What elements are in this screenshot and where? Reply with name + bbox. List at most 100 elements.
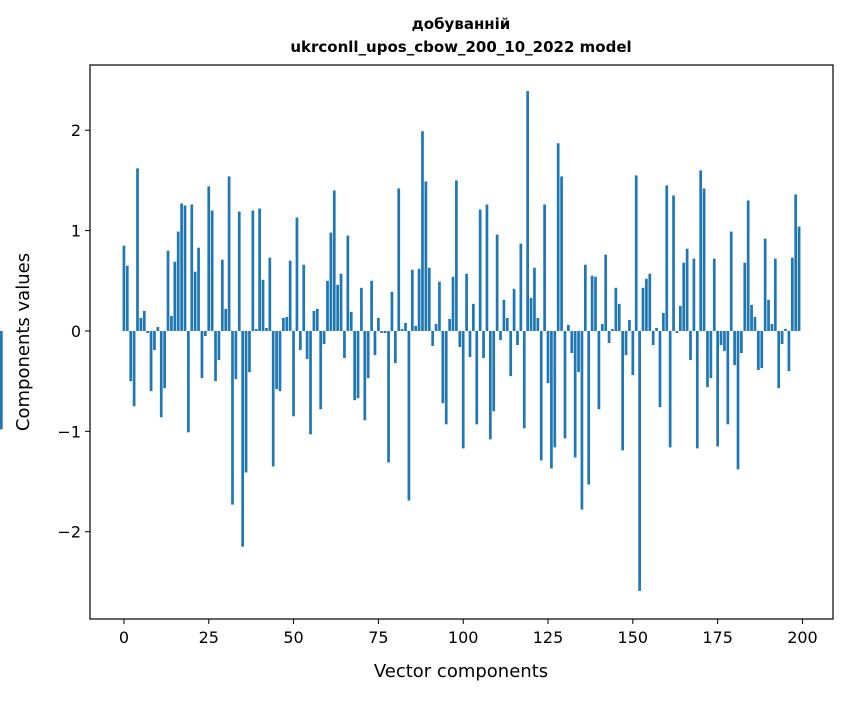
bar-component-193 (777, 330, 781, 389)
bar-component-73 (370, 280, 373, 331)
bar-component-120 (529, 297, 533, 331)
bar-component-41 (261, 279, 265, 331)
bar-component-40 (258, 208, 261, 331)
chart-subtitle: ukrconll_upos_cbow_200_10_2022 model (290, 38, 631, 56)
bar-component-189 (763, 238, 767, 331)
bar-component-158 (658, 330, 662, 408)
bar-component-146 (617, 303, 621, 331)
bar-component-82 (400, 328, 404, 331)
bar-component-92 (434, 323, 438, 331)
bar-component-138 (590, 275, 594, 331)
bar-component-149 (628, 319, 631, 331)
bar-component-89 (424, 181, 428, 331)
bar-component-88 (421, 131, 424, 331)
bar-component-126 (550, 330, 553, 469)
bar-component-104 (475, 330, 479, 425)
bar-component-28 (217, 330, 221, 361)
bar-component-1 (125, 265, 129, 331)
x-axis-label: Vector components (374, 661, 548, 682)
bar-component-121 (533, 267, 536, 331)
y-tick-label: 1 (71, 222, 81, 241)
bar-component-71 (363, 330, 367, 421)
plot-area-frame (89, 64, 834, 620)
bar-component-62 (332, 190, 336, 331)
bar-component-136 (583, 264, 587, 331)
bar-component-122 (536, 317, 540, 331)
bar-component-21 (193, 271, 197, 331)
x-tick-label: 50 (283, 628, 303, 647)
bar-component-145 (614, 287, 618, 331)
bar-component-59 (322, 330, 326, 345)
bar-component-77 (383, 330, 387, 333)
x-tick-label: 75 (368, 628, 388, 647)
bar-component-112 (502, 299, 506, 331)
bar-component-83 (404, 322, 407, 331)
bar-component-0 (122, 245, 126, 331)
bar-component-192 (773, 258, 777, 331)
bar-component-154 (645, 278, 648, 331)
chart-title: добуванній (412, 15, 511, 33)
y-tick-label: 0 (71, 322, 81, 341)
bar-component-65 (343, 330, 346, 359)
bar-component-169 (695, 330, 699, 449)
ticks-group: 0 25 50 75 100 125 150 175 200 −2 −1 0 1 2 (57, 121, 817, 647)
bar-component-23 (200, 330, 204, 379)
bar-component-147 (621, 330, 625, 451)
bar-component-162 (672, 195, 675, 331)
bar-component-198 (794, 194, 798, 331)
bar-component-102 (468, 330, 472, 358)
bar-component-159 (662, 312, 665, 331)
bar-component-127 (553, 330, 557, 448)
bar-component-115 (512, 288, 516, 331)
bar-component-109 (492, 330, 496, 412)
bar-component-5 (139, 317, 143, 331)
bar-component-186 (753, 316, 757, 331)
bar-component-194 (780, 330, 784, 345)
bar-component-116 (516, 330, 519, 346)
bar-component-141 (600, 323, 604, 331)
bar-component-57 (315, 308, 319, 331)
bar-component-90 (427, 267, 431, 331)
bar-component-39 (254, 328, 258, 331)
bar-component-143 (607, 330, 611, 343)
bar-component-74 (373, 330, 377, 356)
bar-component-151 (634, 175, 638, 331)
bar-component-148 (624, 330, 628, 356)
x-tick-label: 0 (119, 628, 129, 647)
bar-component-85 (410, 269, 414, 331)
bar-component-84 (407, 330, 411, 501)
bar-component-177 (723, 330, 726, 352)
bar-component-72 (366, 330, 370, 379)
bar-component-97 (451, 276, 455, 331)
bar-component-190 (767, 299, 770, 331)
bar-component-140 (597, 330, 601, 410)
bar-component-64 (339, 273, 343, 331)
bar-component-196 (787, 330, 791, 372)
bar-component-131 (567, 324, 570, 331)
bar-component-44 (271, 330, 275, 467)
y-tick-label: 2 (71, 121, 81, 140)
x-tick-label: 125 (533, 628, 564, 647)
bar-component-91 (431, 330, 435, 347)
bar-component-51 (295, 217, 299, 331)
bar-component-87 (417, 268, 421, 331)
bar-component-7 (146, 330, 150, 333)
bar-component-19 (187, 330, 190, 433)
bar-component-114 (509, 330, 513, 377)
bar-component-55 (309, 330, 312, 435)
bar-component-182 (740, 330, 743, 354)
bar-component-117 (519, 243, 523, 331)
bar-component-118 (522, 330, 526, 429)
bar-component-106 (482, 330, 485, 359)
bar-component-172 (706, 330, 709, 388)
bar-component-165 (682, 262, 686, 331)
bar-component-178 (726, 330, 730, 425)
bar-component-113 (505, 317, 509, 331)
y-axis-label: Components values (13, 253, 34, 431)
bar-component-101 (465, 273, 468, 331)
bar-component-31 (227, 176, 231, 331)
bar-component-10 (156, 326, 160, 331)
bar-component-155 (648, 273, 652, 331)
bar-component-95 (444, 330, 448, 425)
x-tick-label: 175 (702, 628, 733, 647)
